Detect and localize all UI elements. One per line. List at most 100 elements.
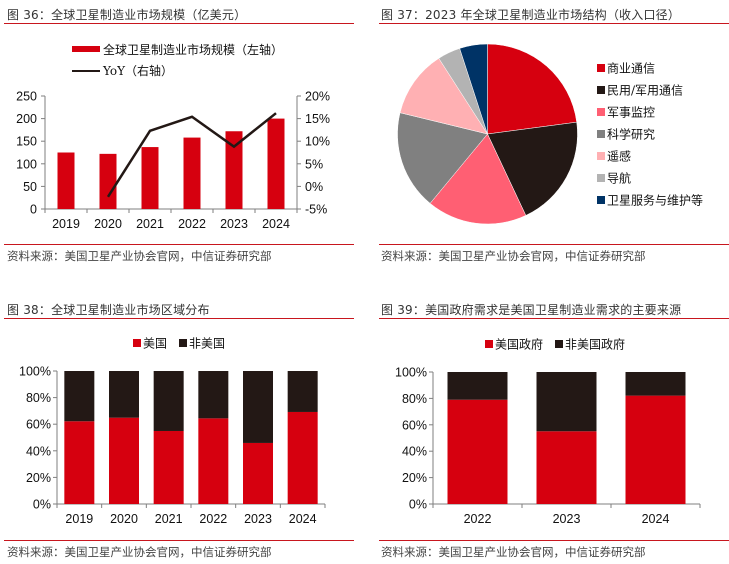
legend-label-0: 美国政府 xyxy=(495,337,543,352)
figure-36-source-separator xyxy=(4,244,354,245)
x-tick-label: 2021 xyxy=(155,512,183,526)
y-tick-label: 0% xyxy=(409,498,427,512)
legend-label-0: 商业通信 xyxy=(607,61,655,76)
right-y-tick-label: 5% xyxy=(305,157,323,171)
bar-other-2024 xyxy=(625,372,686,396)
y-tick-label: 100% xyxy=(19,365,51,379)
legend-swatch-1 xyxy=(555,340,563,348)
legend-swatch-0 xyxy=(485,340,493,348)
legend-swatch-1 xyxy=(597,86,605,94)
bar-other-2021 xyxy=(153,371,184,431)
x-tick-label: 2022 xyxy=(464,512,492,526)
figure-36-title: 图 36：全球卫星制造业市场规模（亿美元） xyxy=(7,8,247,22)
x-tick-label: 2021 xyxy=(136,217,164,231)
bar-other-2022 xyxy=(198,371,229,419)
legend-swatch-1 xyxy=(179,339,187,347)
x-tick-label: 2022 xyxy=(178,217,206,231)
bar-primary-2022 xyxy=(447,399,508,504)
bar-market-size-2022 xyxy=(183,137,201,209)
bar-other-2022 xyxy=(447,372,508,400)
figure-36-title-separator xyxy=(4,23,354,24)
pie-slice-3 xyxy=(397,112,488,204)
bar-market-size-2020 xyxy=(99,153,117,209)
figure-38-chart: 美国 非美国 0% 20% 40% 60% 80% 100% 2019 2020 2021 2022 2… xyxy=(19,337,326,526)
legend-swatch-5 xyxy=(597,174,605,182)
legend-label-1: 非美国 xyxy=(189,337,225,351)
figure-38-source-separator xyxy=(4,540,354,541)
x-tick-label: 2019 xyxy=(65,512,93,526)
legend-swatch-3 xyxy=(597,130,605,138)
x-tick-label: 2020 xyxy=(94,217,122,231)
right-y-tick-label: 20% xyxy=(305,90,330,104)
x-tick-label: 2024 xyxy=(262,217,290,231)
legend-swatch-2 xyxy=(597,108,605,116)
bar-market-size-2023 xyxy=(225,131,243,209)
x-tick-label: 2019 xyxy=(52,217,80,231)
bar-market-size-2021 xyxy=(141,147,159,209)
pie-slice-0 xyxy=(487,43,577,135)
bar-other-2024 xyxy=(287,371,318,412)
bar-market-size-2024 xyxy=(267,118,285,209)
legend-label-1: 非美国政府 xyxy=(565,337,625,352)
x-tick-label: 2022 xyxy=(199,512,227,526)
bar-other-2023 xyxy=(536,372,597,432)
legend-label-6: 卫星服务与维护等 xyxy=(607,193,703,208)
left-y-tick-label: 50 xyxy=(23,180,37,194)
x-tick-label: 2020 xyxy=(110,512,138,526)
y-tick-label: 20% xyxy=(402,471,427,485)
y-tick-label: 20% xyxy=(26,471,51,485)
legend-swatch-4 xyxy=(597,152,605,160)
figure-38-title-separator xyxy=(4,318,354,319)
figure-37-source-separator xyxy=(379,244,729,245)
legend-swatch-market-size xyxy=(72,46,100,52)
left-y-tick-label: 100 xyxy=(16,157,37,171)
bar-primary-2020 xyxy=(109,417,139,504)
legend-label-market-size: 全球卫星制造业市场规模（左轴） xyxy=(103,42,283,57)
figure-37-title-separator xyxy=(379,23,729,24)
legend-label-3: 科学研究 xyxy=(607,127,655,142)
legend-label-2: 军事监控 xyxy=(607,106,655,120)
figure-39-source: 资料来源：美国卫星产业协会官网，中信证券研究部 xyxy=(381,545,646,559)
figure-38-title: 图 38：全球卫星制造业市场区域分布 xyxy=(7,303,210,317)
right-y-tick-label: 0% xyxy=(305,180,323,194)
bar-primary-2022 xyxy=(198,418,229,504)
x-tick-label: 2024 xyxy=(642,512,670,526)
y-tick-label: 60% xyxy=(26,418,51,432)
legend-label-yoy: YoY（右轴） xyxy=(102,63,173,78)
right-y-tick-label: 15% xyxy=(305,112,330,126)
pie-slice-6 xyxy=(459,43,488,135)
x-tick-label: 2023 xyxy=(244,512,272,526)
legend-label-4: 遥感 xyxy=(607,149,631,164)
bar-other-2019 xyxy=(64,371,95,422)
left-y-tick-label: 0 xyxy=(30,203,37,217)
pie-slice-4 xyxy=(399,57,489,135)
legend-swatch-0 xyxy=(133,339,141,347)
figure-39-title: 图 39：美国政府需求是美国卫星制造业需求的主要来源 xyxy=(381,303,682,317)
left-y-tick-label: 150 xyxy=(16,135,37,149)
x-tick-label: 2024 xyxy=(289,512,317,526)
figure-37-title: 图 37：2023 年全球卫星制造业市场结构（收入口径） xyxy=(381,8,681,22)
y-tick-label: 40% xyxy=(402,445,427,459)
figure-36-source: 资料来源：美国卫星产业协会官网，中信证券研究部 xyxy=(7,249,272,263)
bar-primary-2019 xyxy=(64,421,95,504)
x-tick-label: 2023 xyxy=(220,217,248,231)
legend-label-1: 民用/军用通信 xyxy=(607,84,683,98)
legend-label-0: 美国 xyxy=(143,337,167,351)
legend-swatch-0 xyxy=(597,64,605,72)
legend-swatch-6 xyxy=(597,196,605,204)
legend-label-5: 导航 xyxy=(607,171,631,186)
figure-38-source: 资料来源：美国卫星产业协会官网，中信证券研究部 xyxy=(7,545,272,559)
pie-slice-2 xyxy=(429,133,527,225)
figure-37-source: 资料来源：美国卫星产业协会官网，中信证券研究部 xyxy=(381,249,646,263)
bar-primary-2021 xyxy=(153,430,184,504)
y-tick-label: 100% xyxy=(395,366,427,380)
y-tick-label: 0% xyxy=(33,498,51,512)
y-tick-label: 40% xyxy=(26,444,51,458)
y-tick-label: 60% xyxy=(402,418,427,432)
y-tick-label: 80% xyxy=(402,392,427,406)
right-y-tick-label: 10% xyxy=(305,135,330,149)
y-tick-label: 80% xyxy=(26,391,51,405)
bar-primary-2024 xyxy=(287,411,318,504)
x-tick-label: 2023 xyxy=(553,512,581,526)
